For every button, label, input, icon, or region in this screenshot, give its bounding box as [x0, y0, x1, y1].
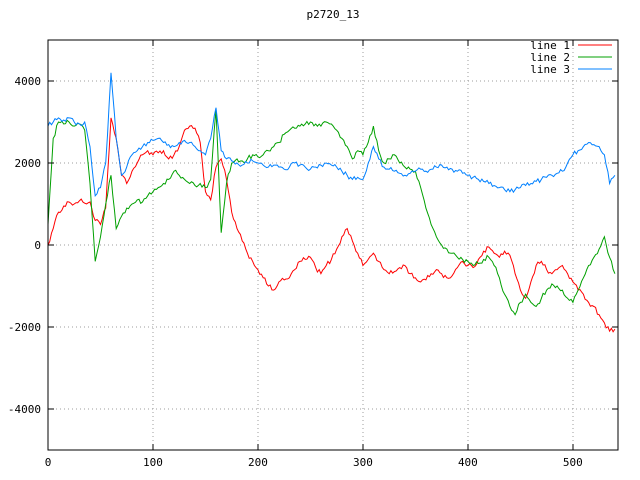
x-tick-label: 100	[143, 456, 163, 469]
legend-label: line 1	[530, 39, 570, 52]
legend-label: line 3	[530, 63, 570, 76]
series-line-1	[48, 117, 616, 333]
y-tick-label: -4000	[8, 403, 41, 416]
legend-label: line 2	[530, 51, 570, 64]
chart-title: p2720_13	[307, 8, 360, 21]
x-tick-label: 400	[458, 456, 478, 469]
x-tick-label: 0	[45, 456, 52, 469]
series-line-3	[48, 72, 616, 197]
series-layer	[48, 72, 616, 333]
x-tick-label: 300	[353, 456, 373, 469]
y-tick-label: -2000	[8, 321, 41, 334]
series-line-2	[48, 109, 616, 316]
x-tick-label: 500	[563, 456, 583, 469]
axis-layer: 0 100 200 300 400 500 -4000 -2000 0 2000 4000	[8, 39, 619, 469]
y-tick-label: 4000	[15, 75, 42, 88]
y-tick-label: 0	[34, 239, 41, 252]
x-tick-label: 200	[248, 456, 268, 469]
y-tick-label: 2000	[15, 157, 42, 170]
